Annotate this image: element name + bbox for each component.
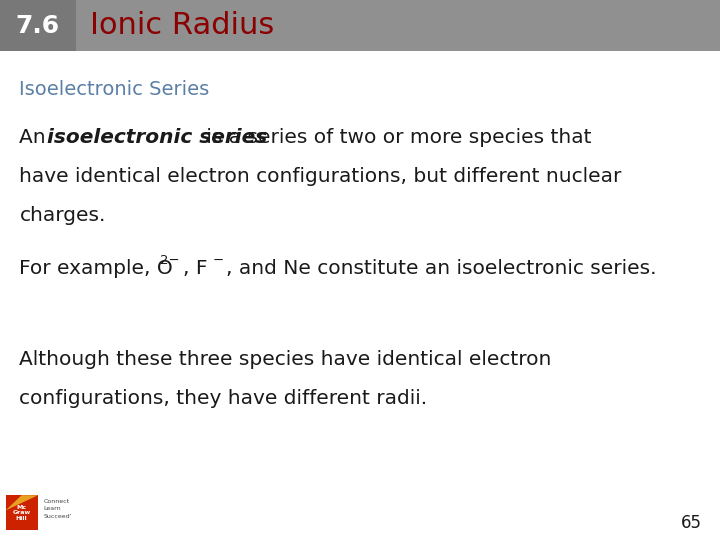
Text: Mc
Graw
Hill: Mc Graw Hill [12,505,31,521]
Text: An: An [19,128,53,147]
Text: Succeed’: Succeed’ [43,514,72,519]
Bar [0,0,720,51]
Text: 2−: 2− [160,254,179,267]
Text: 7.6: 7.6 [16,14,60,38]
Text: configurations, they have different radii.: configurations, they have different radi… [19,389,428,408]
Text: isoelectronic series: isoelectronic series [47,128,267,147]
Text: charges.: charges. [19,206,106,225]
Text: Isoelectronic Series: Isoelectronic Series [19,79,210,99]
Text: 65: 65 [681,514,702,532]
Text: Learn: Learn [43,506,60,511]
Text: is a series of two or more species that: is a series of two or more species that [200,128,592,147]
Text: Although these three species have identical electron: Although these three species have identi… [19,350,552,369]
Text: For example, O: For example, O [19,259,174,278]
Bar [0,0,76,51]
Bar [6,495,38,530]
Text: , and Ne constitute an isoelectronic series.: , and Ne constitute an isoelectronic ser… [226,259,657,278]
Text: , F: , F [183,259,207,278]
Text: Ionic Radius: Ionic Radius [90,11,274,40]
Text: −: − [213,254,224,267]
Text: Connect: Connect [43,498,69,504]
Polygon shape [6,495,38,510]
Text: have identical electron configurations, but different nuclear: have identical electron configurations, … [19,167,622,186]
